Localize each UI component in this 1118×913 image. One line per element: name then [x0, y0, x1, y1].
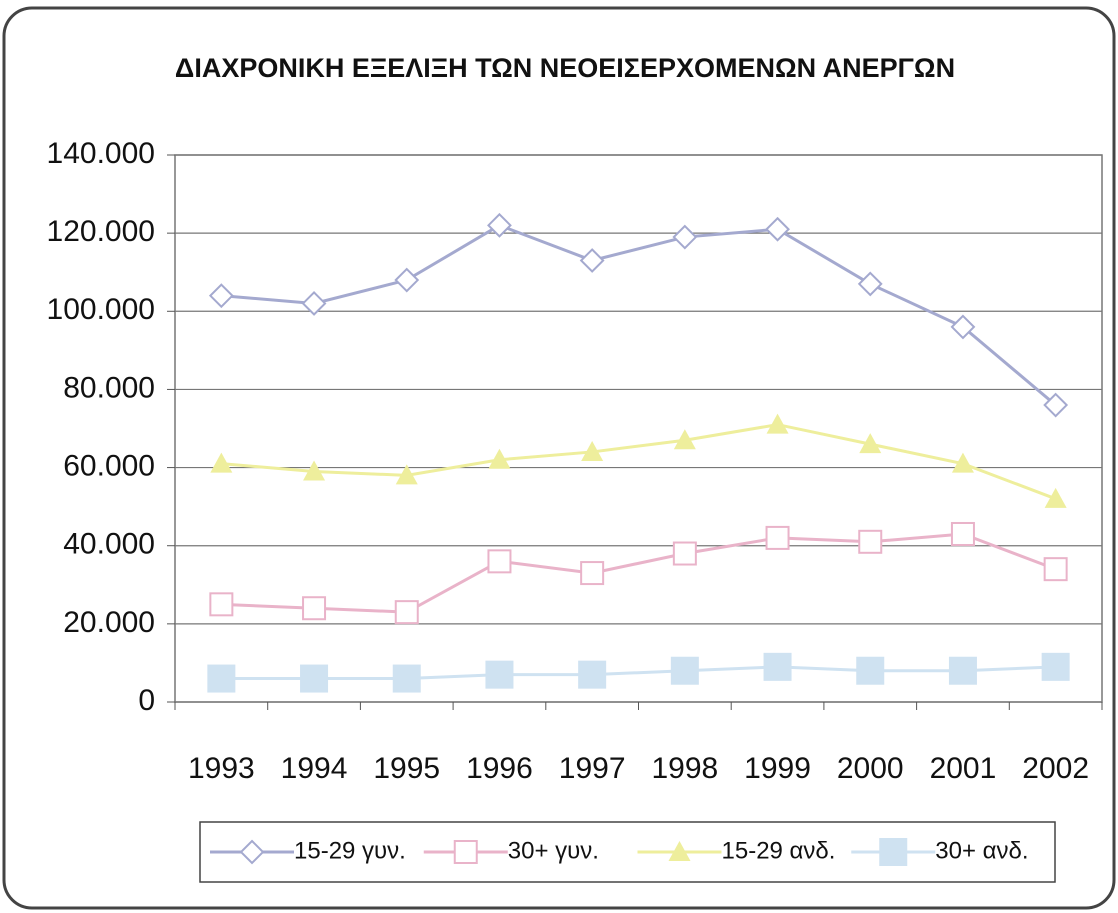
series-line — [221, 665, 1056, 681]
data-point — [394, 600, 419, 625]
data-point — [951, 452, 974, 473]
x-tick-label: 1999 — [744, 752, 811, 785]
legend-marker — [879, 838, 908, 866]
data-point — [208, 283, 234, 309]
data-point — [487, 549, 512, 574]
data-point — [763, 652, 792, 681]
x-tick-label: 1996 — [466, 752, 533, 785]
data-point — [672, 541, 697, 566]
x-tick-label: 1995 — [373, 752, 440, 785]
data-point — [670, 656, 699, 685]
y-tick-label: 80.000 — [63, 371, 155, 404]
data-point — [950, 314, 976, 340]
y-tick-label: 0 — [138, 684, 155, 717]
data-point — [300, 664, 329, 693]
data-point — [857, 271, 883, 297]
x-tick-label: 1997 — [559, 752, 626, 785]
legend-text: 15-29 ανδ. — [722, 837, 836, 864]
data-point — [302, 596, 327, 621]
legend-marker — [453, 840, 478, 864]
series-line — [221, 423, 1057, 501]
series-line — [221, 223, 1057, 407]
legend-text: 30+ γυν. — [508, 837, 599, 864]
data-point — [207, 664, 236, 693]
data-point — [303, 460, 326, 481]
data-point — [766, 413, 789, 434]
data-point — [394, 267, 420, 293]
x-tick-label: 2000 — [837, 752, 904, 785]
x-tick-label: 1998 — [651, 752, 718, 785]
data-point — [858, 529, 883, 554]
data-point — [1044, 487, 1067, 508]
data-point — [301, 291, 327, 316]
data-point — [672, 224, 698, 250]
data-point — [581, 440, 604, 461]
data-point — [856, 656, 885, 685]
data-point — [488, 448, 511, 469]
y-tick-label: 100.000 — [47, 293, 155, 326]
data-point — [487, 212, 512, 238]
data-point — [210, 452, 233, 473]
chart-title: ΔΙΑΧΡΟΝΙΚΗ ΕΞΕΛΙΞΗ ΤΩΝ ΝΕΟΕΙΣΕΡΧΟΜΕΝΩΝ Α… — [175, 53, 955, 83]
data-point — [1041, 652, 1070, 681]
legend-marker — [239, 839, 265, 865]
data-point — [673, 429, 696, 450]
data-point — [948, 656, 977, 685]
data-point — [950, 521, 975, 546]
series-line — [221, 532, 1057, 614]
data-point — [579, 248, 605, 273]
data-point — [392, 664, 421, 693]
y-tick-label: 120.000 — [47, 215, 155, 248]
x-tick-label: 2001 — [930, 752, 997, 785]
data-point — [209, 592, 234, 617]
legend-marker — [668, 841, 691, 861]
data-point — [1043, 392, 1069, 418]
x-tick-label: 2002 — [1022, 752, 1089, 785]
y-tick-label: 60.000 — [63, 449, 155, 482]
data-point — [580, 561, 605, 586]
data-point — [765, 216, 790, 242]
data-point — [395, 464, 418, 485]
y-tick-label: 140.000 — [47, 137, 155, 170]
legend-text: 30+ ανδ. — [935, 837, 1028, 864]
x-tick-label: 1993 — [188, 752, 255, 785]
data-point — [765, 525, 790, 550]
data-point — [578, 660, 607, 689]
data-point — [485, 660, 514, 689]
y-tick-label: 20.000 — [63, 606, 155, 639]
y-tick-label: 40.000 — [63, 528, 155, 561]
data-point — [859, 433, 882, 454]
data-point — [1043, 557, 1068, 582]
legend-text: 15-29 γυν. — [294, 837, 406, 864]
x-tick-label: 1994 — [281, 752, 348, 785]
